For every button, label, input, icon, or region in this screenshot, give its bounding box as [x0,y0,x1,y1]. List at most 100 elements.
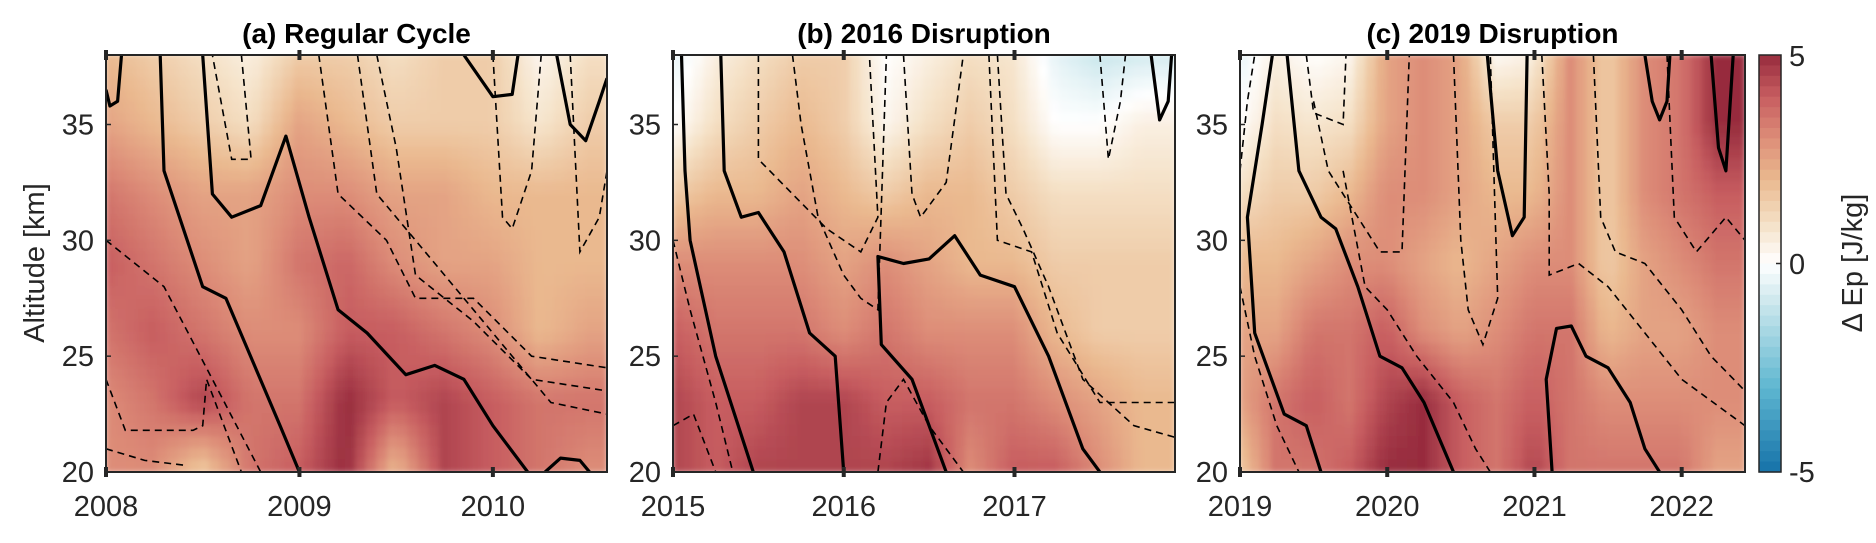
heatmap-cell [724,355,737,369]
heatmap-cell [106,320,118,334]
heatmap-cell [1354,262,1368,277]
heatmap-cell [115,447,128,462]
heatmap-cell [167,274,180,288]
heatmap-cell [964,447,978,462]
heatmap-cell [964,343,978,358]
heatmap-cell [397,332,410,346]
heatmap-cell [1365,100,1378,114]
heatmap-cell [1240,297,1252,311]
heatmap-cell [1491,424,1504,439]
heatmap-cell [376,308,389,323]
heatmap-cell [532,100,546,114]
heatmap-cell [303,123,316,138]
heatmap-cell [397,285,410,300]
heatmap-cell [1121,65,1135,80]
heatmap-cell [136,100,149,114]
heatmap-cell [1649,55,1662,68]
heatmap-cell [1142,447,1156,462]
heatmap-cell [1069,389,1082,404]
heatmap-cell [1312,169,1326,184]
heatmap-cell [1365,135,1378,149]
heatmap-cell [766,100,779,114]
heatmap-cell [755,378,769,392]
heatmap-cell [595,320,607,334]
heatmap-cell [376,274,389,288]
heatmap-cell [1607,436,1620,450]
heatmap-cell [334,320,347,334]
heatmap-cell [1027,88,1041,103]
heatmap-cell [136,135,149,149]
heatmap-cell [1407,204,1420,219]
heatmap-cell [1375,459,1389,472]
heatmap-cell [292,250,306,265]
heatmap-cell [532,424,546,439]
heatmap-cell [1596,332,1610,346]
heatmap-cell [178,88,191,103]
heatmap-cell [1586,366,1599,381]
heatmap-cell [1407,77,1420,91]
heatmap-cell [1417,111,1431,126]
heatmap-cell [397,65,410,80]
heatmap-cell [1417,216,1431,230]
heatmap-cell [1281,135,1294,149]
heatmap-cell [251,181,264,195]
heatmap-cell [1596,424,1610,439]
heatmap-cell [1365,204,1378,219]
heatmap-cell [219,158,233,172]
heatmap-cell [849,250,863,265]
heatmap-cell [1586,55,1599,68]
heatmap-cell [146,181,160,195]
heatmap-cell [1312,401,1326,416]
heatmap-cell [1163,401,1175,416]
heatmap-cell [1396,447,1410,462]
heatmap-cell [136,436,149,450]
heatmap-cell [125,65,139,80]
heatmap-cell [1586,239,1599,253]
heatmap-cell [272,262,285,277]
heatmap-cell [1417,100,1431,114]
heatmap-cell [1607,343,1620,358]
heatmap-cell [1491,343,1504,358]
heatmap-cell [386,55,400,68]
heatmap-cell [585,332,598,346]
heatmap-cell [1375,169,1389,184]
heatmap-cell [501,424,514,439]
heatmap-cell [1333,65,1347,80]
heatmap-cell [564,158,577,172]
heatmap-cell [787,65,800,80]
heatmap-cell [1554,366,1568,381]
heatmap-cell [1354,343,1368,358]
heatmap-cell [985,204,999,219]
heatmap-cell [1617,169,1631,184]
heatmap-cell [1417,239,1431,253]
heatmap-cell [188,355,201,369]
heatmap-cell [776,332,790,346]
heatmap-cell [324,204,337,219]
heatmap-cell [1470,366,1483,381]
heatmap-cell [1607,459,1620,472]
heatmap-cell [240,413,254,427]
heatmap-cell [386,262,400,277]
heatmap-cell [1006,146,1020,161]
heatmap-cell [745,250,758,265]
heatmap-cell [324,401,337,416]
heatmap-cell [313,204,327,219]
heatmap-cell [1090,343,1103,358]
heatmap-cell [491,250,504,265]
heatmap-cell [198,227,212,242]
heatmap-cell [480,193,494,207]
heatmap-cell [386,459,400,472]
heatmap-cell [787,424,800,439]
heatmap-cell [1333,204,1347,219]
heatmap-cell [1069,274,1082,288]
heatmap-cell [376,181,389,195]
heatmap-cell [1638,146,1652,161]
heatmap-cell [376,436,389,450]
heatmap-cell [1006,389,1020,404]
heatmap-cell [1638,158,1652,172]
heatmap-cell [1565,424,1578,439]
heatmap-cell [1449,424,1462,439]
heatmap-cell [787,216,800,230]
heatmap-cell [766,193,779,207]
heatmap-cell [1291,355,1305,369]
